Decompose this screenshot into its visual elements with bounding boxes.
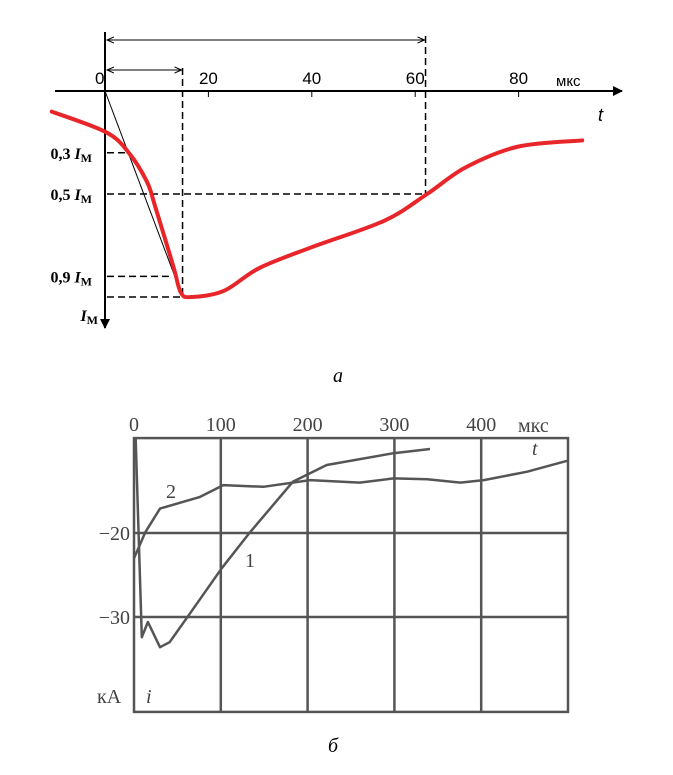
x-tick-label: 200 xyxy=(293,414,323,436)
x-tick-label: 60 xyxy=(406,69,425,88)
y-tick-label: −20 xyxy=(99,523,130,545)
y-tick-label: 0,3 IМ xyxy=(50,146,92,165)
caption-b: б xyxy=(328,735,339,757)
plot-frame xyxy=(132,436,570,714)
x-tick-label: 80 xyxy=(509,69,528,88)
series-label-2: 2 xyxy=(166,481,176,503)
x-tick-label: 0 xyxy=(129,414,139,436)
x-axis-label: t xyxy=(598,105,604,125)
y-tick-label: 0,5 IМ xyxy=(50,187,92,206)
y-tick-label: 0,9 IМ xyxy=(50,269,92,288)
x-tick-label: 0 xyxy=(95,69,104,88)
x-tick-label: 20 xyxy=(199,69,218,88)
x-tick-label: 300 xyxy=(379,414,409,436)
y-tick-label: −30 xyxy=(99,607,130,629)
x-tick-label: 100 xyxy=(206,414,236,436)
series-2-line xyxy=(132,459,568,559)
x-unit-label: мкс xyxy=(518,415,549,437)
y-axis-label: i xyxy=(146,686,152,708)
chart-a: 0 20 40 60 80 0,3 IМ 0,5 IМ 0,9 IМ IМ мкс t а xyxy=(49,32,623,387)
series-1-line xyxy=(132,438,431,649)
series-label-1: 1 xyxy=(245,550,255,572)
x-tick-label: 40 xyxy=(302,69,321,88)
y-tick-label: IМ xyxy=(79,308,98,327)
x-unit-label: мкс xyxy=(556,73,581,90)
x-tick-label: 400 xyxy=(466,414,496,436)
caption-a: а xyxy=(333,365,343,387)
current-curve xyxy=(49,109,585,300)
x-axis-label: t xyxy=(532,438,538,460)
y-unit-label: кА xyxy=(97,686,122,708)
tangent-line xyxy=(104,90,184,298)
